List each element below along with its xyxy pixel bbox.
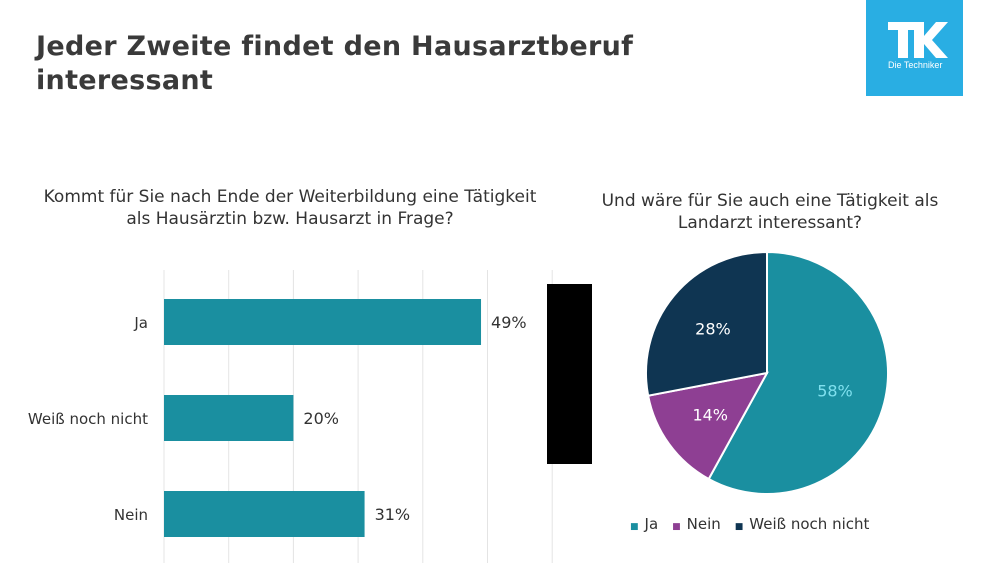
bar-category-label: Nein bbox=[114, 506, 148, 524]
legend-item: ■ Weiß noch nicht bbox=[735, 515, 870, 533]
pie-value-label: 14% bbox=[692, 405, 728, 424]
bar-value-label: 49% bbox=[491, 313, 527, 332]
legend-label: Weiß noch nicht bbox=[749, 515, 870, 533]
legend-item: ■ Nein bbox=[672, 515, 721, 533]
bar-value-label: 20% bbox=[303, 409, 339, 428]
legend-label: Ja bbox=[644, 515, 659, 533]
tk-logo-icon bbox=[888, 22, 948, 58]
legend-swatch: ■ bbox=[672, 522, 681, 532]
bar-category-label: Weiß noch nicht bbox=[28, 410, 148, 428]
pie-legend: ■ Ja ■ Nein ■ Weiß noch nicht bbox=[630, 515, 960, 539]
bar-chart: Ja 49% Weiß noch nicht 20% Nein 31% bbox=[28, 270, 553, 563]
bar-value-label: 31% bbox=[375, 505, 411, 524]
legend-swatch: ■ bbox=[630, 522, 639, 532]
pie-value-label: 58% bbox=[817, 381, 853, 400]
legend-swatch: ■ bbox=[734, 522, 744, 532]
bar-0 bbox=[164, 299, 482, 345]
tk-logo-subtitle: Die Techniker bbox=[888, 60, 943, 70]
pie-slice-0 bbox=[707, 250, 889, 495]
brace-shape bbox=[547, 284, 592, 464]
pie-slice-2 bbox=[645, 250, 768, 397]
bar-2 bbox=[164, 491, 365, 537]
page-title: Jeder Zweite findet den Hausarztberuf in… bbox=[36, 31, 634, 96]
tk-logo: Die Techniker bbox=[866, 0, 963, 96]
legend-item: ■ Ja bbox=[630, 515, 658, 533]
pie-chart-title: Und wäre für Sie auch eine Tätigkeit als… bbox=[601, 191, 939, 233]
bar-chart-title: Kommt für Sie nach Ende der Weiterbildun… bbox=[43, 187, 537, 229]
pie-value-label: 28% bbox=[695, 319, 731, 338]
pie-slice-1 bbox=[646, 371, 769, 481]
bar-1 bbox=[164, 395, 294, 441]
pie-chart: 58% 14% 28% bbox=[645, 250, 889, 495]
legend-label: Nein bbox=[686, 515, 721, 533]
bar-category-label: Ja bbox=[133, 314, 148, 332]
